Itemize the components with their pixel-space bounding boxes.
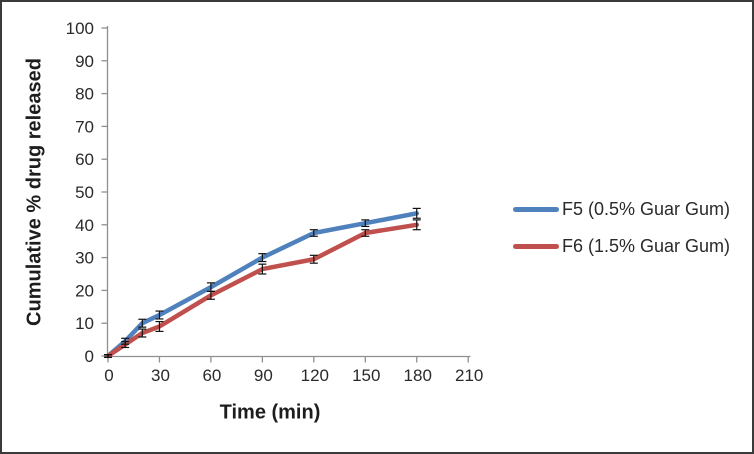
series-line [105, 222, 419, 359]
y-tick-label: 0 [85, 347, 94, 366]
y-tick-label: 60 [75, 150, 94, 169]
y-tick-label: 50 [75, 183, 94, 202]
x-tick-label: 90 [254, 366, 273, 385]
x-tick-label: 180 [404, 366, 432, 385]
legend-item: F5 (0.5% Guar Gum) [513, 196, 730, 222]
legend: F5 (0.5% Guar Gum) F6 (1.5% Guar Gum) [513, 196, 748, 266]
tick-labels: 0 10 20 30 40 50 60 70 80 90 100 0 30 60 90 120 150 180 21… [66, 19, 484, 385]
y-tick-label: 100 [66, 19, 94, 38]
y-tick-label: 80 [75, 85, 94, 104]
y-tick-label: 70 [75, 117, 94, 136]
x-tick-label: 150 [352, 366, 380, 385]
x-tick-label: 0 [104, 366, 113, 385]
legend-label: F5 (0.5% Guar Gum) [562, 198, 731, 219]
y-tick-label: 90 [75, 52, 94, 71]
x-tick-label: 210 [455, 366, 483, 385]
y-axis-title: Cumulative % drug released [23, 58, 46, 326]
legend-line-swatch [513, 243, 559, 249]
x-tick-label: 60 [202, 366, 221, 385]
error-bars [104, 207, 421, 358]
y-tick-label: 10 [75, 314, 94, 333]
x-axis-title: Time (min) [219, 401, 321, 424]
series-line [105, 211, 419, 359]
legend-label: F6 (1.5% Guar Gum) [562, 235, 731, 256]
legend-line-swatch [513, 206, 559, 212]
y-tick-label: 20 [75, 281, 94, 300]
legend-item: F6 (1.5% Guar Gum) [513, 233, 730, 259]
x-tick-label: 30 [151, 366, 170, 385]
x-tick-label: 120 [301, 366, 329, 385]
axes [101, 26, 471, 363]
y-tick-label: 30 [75, 249, 94, 268]
y-tick-label: 40 [75, 216, 94, 235]
